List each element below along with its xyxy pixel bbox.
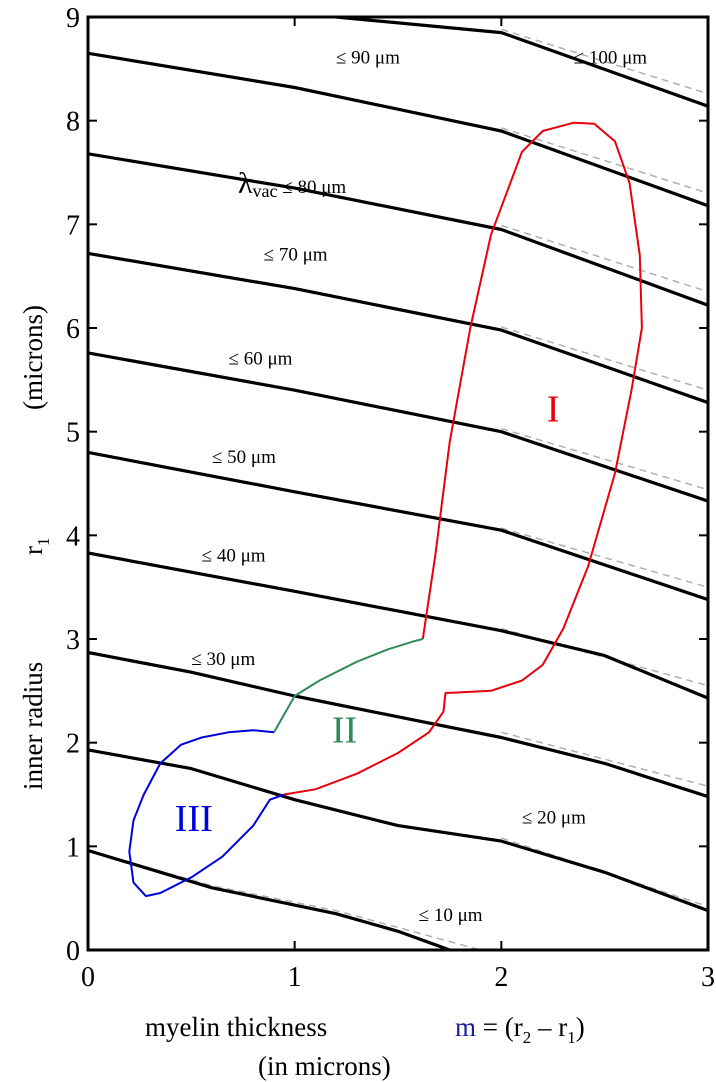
curve-100um: [335, 17, 708, 108]
axes: 0 1 2 3 0 1 2 3 4 5 6 7 8 9: [66, 3, 715, 993]
region-II-boundary: [273, 638, 424, 733]
x-axis-formula-sub1: 2: [523, 1028, 532, 1047]
y-axis-label-group: inner radius: [18, 662, 48, 790]
curve-labels: ≤ 10 μm ≤ 20 μm ≤ 30 μm ≤ 40 μm ≤ 50 μm ≤ 60 …: [191, 48, 647, 926]
curve-90um: [88, 51, 708, 208]
curve-label-50um: ≤ 50 μm: [212, 447, 276, 468]
curve-50um: [88, 450, 708, 602]
curve-40um: [88, 551, 708, 700]
y-axis-label: inner radius: [18, 662, 48, 790]
y-axis-var-letter: r: [18, 546, 48, 555]
dashed-curve-0: [88, 849, 481, 950]
y-tick-label-7: 7: [66, 210, 80, 241]
region-label-III: III: [175, 798, 213, 840]
plot-frame: [86, 15, 710, 952]
region-III-boundary: [128, 729, 285, 898]
x-axis-formula: m = (r2 – r1): [455, 1012, 585, 1047]
wavelength-curves: [88, 17, 708, 950]
y-tick-label-1: 1: [66, 832, 80, 863]
y-tick-label-6: 6: [66, 314, 80, 345]
x-axis-formula-open: = (r: [476, 1012, 523, 1042]
curve-10um: [88, 848, 451, 950]
y-tick-label-2: 2: [66, 729, 80, 760]
dashed-curve-4: [501, 527, 708, 588]
dashed-curve-7: [501, 224, 708, 293]
x-axis-label: myelin thickness: [145, 1012, 327, 1042]
x-axis-formula-sub2: 1: [567, 1028, 576, 1047]
region-label-I: I: [547, 388, 560, 430]
x-tick-label-1: 1: [288, 962, 302, 993]
curve-label-60um: ≤ 60 μm: [229, 348, 293, 369]
curve-label-70um: ≤ 70 μm: [264, 245, 328, 266]
x-axis-unit: (in microns): [258, 1051, 391, 1081]
x-axis-formula-var: m: [455, 1012, 476, 1042]
curve-60um: [88, 351, 708, 503]
y-axis-var-sub: 1: [34, 538, 53, 547]
region-I-boundary: [284, 121, 643, 796]
y-axis-var-group: r1: [18, 538, 53, 556]
y-tick-label-8: 8: [66, 107, 80, 138]
curve-label-80um: λvac ≤ 80 μm: [238, 167, 346, 201]
x-tick-label-3: 3: [701, 962, 715, 993]
lambda-label-text: ≤ 80 μm: [278, 177, 347, 198]
dashed-curve-2: [501, 731, 708, 787]
curve-20um: [88, 748, 708, 913]
y-tick-label-5: 5: [66, 418, 80, 449]
lambda-subscript: vac: [253, 181, 278, 201]
x-axis-formula-close: ): [576, 1012, 585, 1042]
y-axis-unit: (microns): [18, 305, 48, 410]
curve-label-10um: ≤ 10 μm: [419, 905, 483, 926]
curve-label-90um: ≤ 90 μm: [336, 48, 400, 69]
x-tick-label-0: 0: [81, 962, 95, 993]
lambda-symbol: λ: [238, 167, 253, 200]
dashed-curve-9: [501, 28, 708, 95]
curve-30um: [88, 650, 708, 799]
curve-label-100um: ≤ 100 μm: [574, 48, 648, 69]
y-tick-label-4: 4: [66, 521, 80, 552]
dashed-curve-8: [501, 127, 708, 194]
y-axis-var: r1: [18, 538, 53, 556]
dashed-curve-5: [501, 427, 708, 491]
curve-label-40um: ≤ 40 μm: [202, 545, 266, 566]
region-label-II: II: [332, 710, 357, 752]
y-tick-label-0: 0: [66, 936, 80, 967]
dashed-curve-6: [501, 326, 708, 391]
curve-70um: [88, 251, 708, 405]
x-tick-label-2: 2: [494, 962, 508, 993]
curve-label-30um: ≤ 30 μm: [191, 649, 255, 670]
curve-label-20um: ≤ 20 μm: [522, 808, 586, 829]
curve-80um: [88, 152, 708, 307]
y-tick-label-3: 3: [66, 625, 80, 656]
y-axis-unit-group: (microns): [18, 305, 48, 410]
x-axis-formula-mid: – r: [531, 1012, 567, 1042]
y-tick-label-9: 9: [66, 3, 80, 34]
